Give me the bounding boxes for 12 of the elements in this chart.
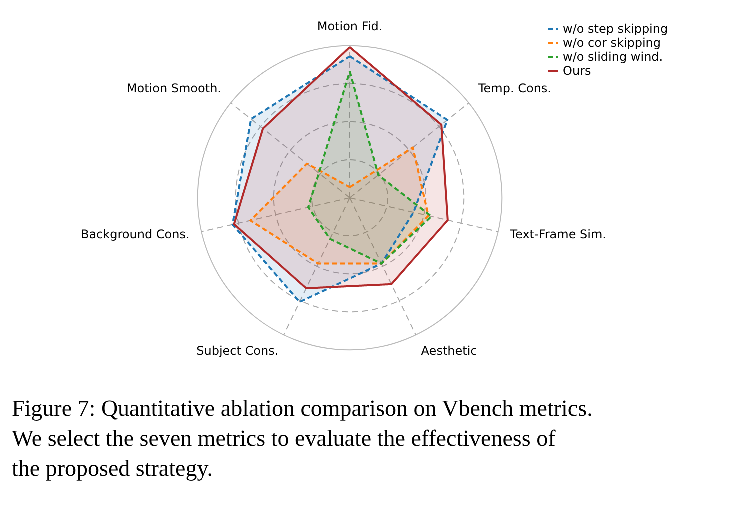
spoke-label: Motion Fid.	[317, 20, 383, 34]
spoke-label: Aesthetic	[421, 344, 478, 358]
legend-label: w/o sliding wind.	[563, 50, 664, 64]
legend-label: Ours	[563, 64, 592, 78]
spoke-label: Motion Smooth.	[126, 82, 222, 96]
spoke-label: Subject Cons.	[196, 344, 279, 358]
spoke-label: Temp. Cons.	[477, 82, 552, 96]
caption: Figure 7: Quantitative ablation comparison on Vbench metrics. We select the seven metrics to evaluate the effectiveness of the proposed strategy.	[12, 396, 593, 481]
spoke-label: Text-Frame Sim.	[509, 228, 606, 242]
legend-label: w/o cor skipping	[563, 36, 662, 50]
spoke-label: Background Cons.	[80, 228, 190, 242]
legend-label: w/o step skipping	[563, 22, 668, 36]
